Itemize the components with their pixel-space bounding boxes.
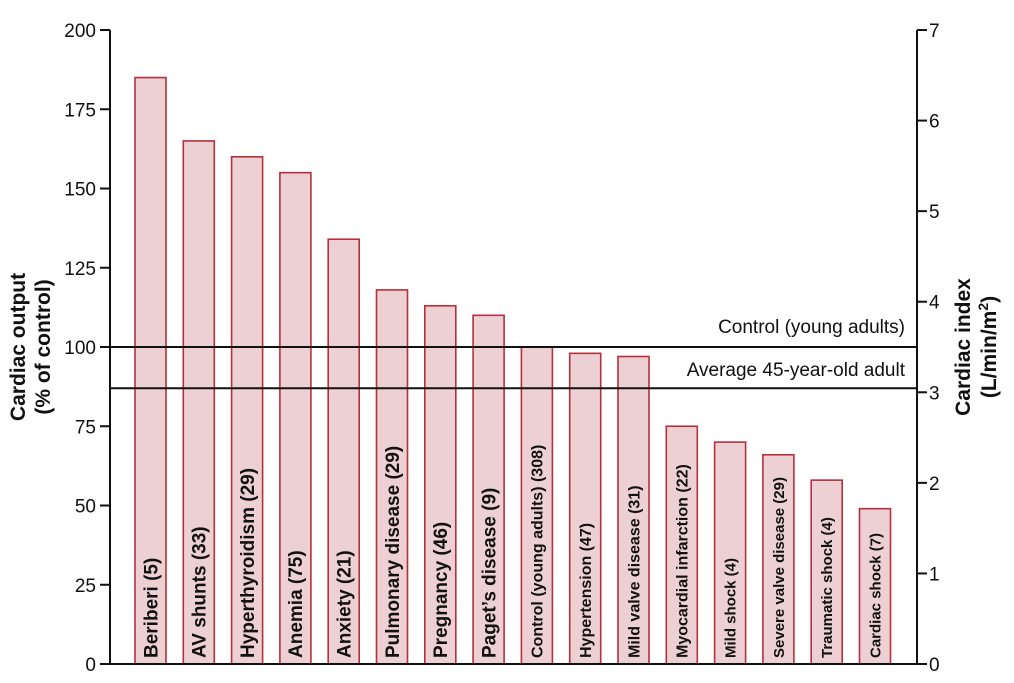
left-tick-label: 0 xyxy=(85,655,96,676)
left-tick-label: 75 xyxy=(75,417,96,438)
axes: 0 25 50 75 100 125 150 175 200 0 1 2 3 4 5 6 7 xyxy=(64,21,940,676)
right-tick-label: 1 xyxy=(929,564,940,585)
bar-category-label: AV shunts (33) xyxy=(190,526,211,658)
right-tick-label: 6 xyxy=(929,112,940,133)
left-tick-label: 50 xyxy=(75,497,96,518)
bar xyxy=(375,289,409,665)
bar-category-label: Pregnancy (46) xyxy=(431,522,452,658)
bar-group: Beriberi (5) AV shunts (33) Hyperthyroidis… xyxy=(134,76,892,665)
left-tick-label: 150 xyxy=(64,180,96,201)
bar xyxy=(472,314,505,665)
left-axis-title-line-2: (% of control) xyxy=(32,279,55,414)
bar-category-label: Myocardial infarction (22) xyxy=(675,464,692,658)
bar-category-label: Paget’s disease (9) xyxy=(479,488,500,658)
reference-line-label: Control (young adults) xyxy=(718,317,905,338)
left-tick-label: 100 xyxy=(64,338,96,359)
bar-category-label: Traumatic shock (4) xyxy=(819,517,836,658)
right-tick-label: 7 xyxy=(929,21,940,42)
right-tick-label: 2 xyxy=(929,474,940,495)
bar xyxy=(182,140,216,665)
right-axis-title-line-2: (L/min/m2) xyxy=(975,296,1001,398)
axis-titles: Cardiac output (% of control) Cardiac in… xyxy=(7,273,1001,421)
bar-category-label: Control (young adults) (308) xyxy=(530,445,547,658)
left-tick-label: 175 xyxy=(64,100,96,121)
reference-line-label: Average 45-year-old adult xyxy=(687,360,906,381)
right-axis-unit: (L/min/m xyxy=(978,311,1001,399)
bar-category-label: Severe valve disease (29) xyxy=(771,477,788,658)
left-tick-label: 200 xyxy=(64,21,96,42)
reference-lines: Control (young adults) Average 45-year-ol… xyxy=(110,317,917,390)
left-tick-label: 125 xyxy=(64,259,96,280)
bar-category-label: Anemia (75) xyxy=(286,550,307,658)
right-axis-unit-superscript: 2 xyxy=(975,303,991,311)
bar-category-label: Hypertension (47) xyxy=(578,523,595,658)
bar-category-label: Pulmonary disease (29) xyxy=(383,446,404,658)
bar xyxy=(858,507,892,665)
bar-category-label: Mild shock (4) xyxy=(723,558,740,658)
bar xyxy=(617,355,650,665)
bar-category-label: Hyperthyroidism (29) xyxy=(238,468,259,658)
bar xyxy=(762,453,795,665)
left-axis-title-line-1: Cardiac output xyxy=(7,273,30,421)
bar-category-label: Anxiety (21) xyxy=(335,550,356,658)
right-tick-label: 3 xyxy=(929,383,940,404)
left-tick-label: 25 xyxy=(75,576,96,597)
right-tick-label: 4 xyxy=(929,293,940,314)
right-tick-label: 5 xyxy=(929,202,940,223)
bar xyxy=(665,425,699,665)
right-axis-title-line-1: Cardiac index xyxy=(952,278,975,416)
bar xyxy=(279,171,312,665)
bar-category-label: Mild valve disease (31) xyxy=(626,485,643,658)
right-axis-unit-close: ) xyxy=(978,296,1001,303)
reference-label-background xyxy=(682,359,910,383)
bar xyxy=(134,76,167,665)
bar-category-label: Cardiac shock (7) xyxy=(867,533,884,658)
bar-category-label: Beriberi (5) xyxy=(141,558,162,658)
right-tick-label: 0 xyxy=(929,655,940,676)
bar xyxy=(568,352,602,665)
